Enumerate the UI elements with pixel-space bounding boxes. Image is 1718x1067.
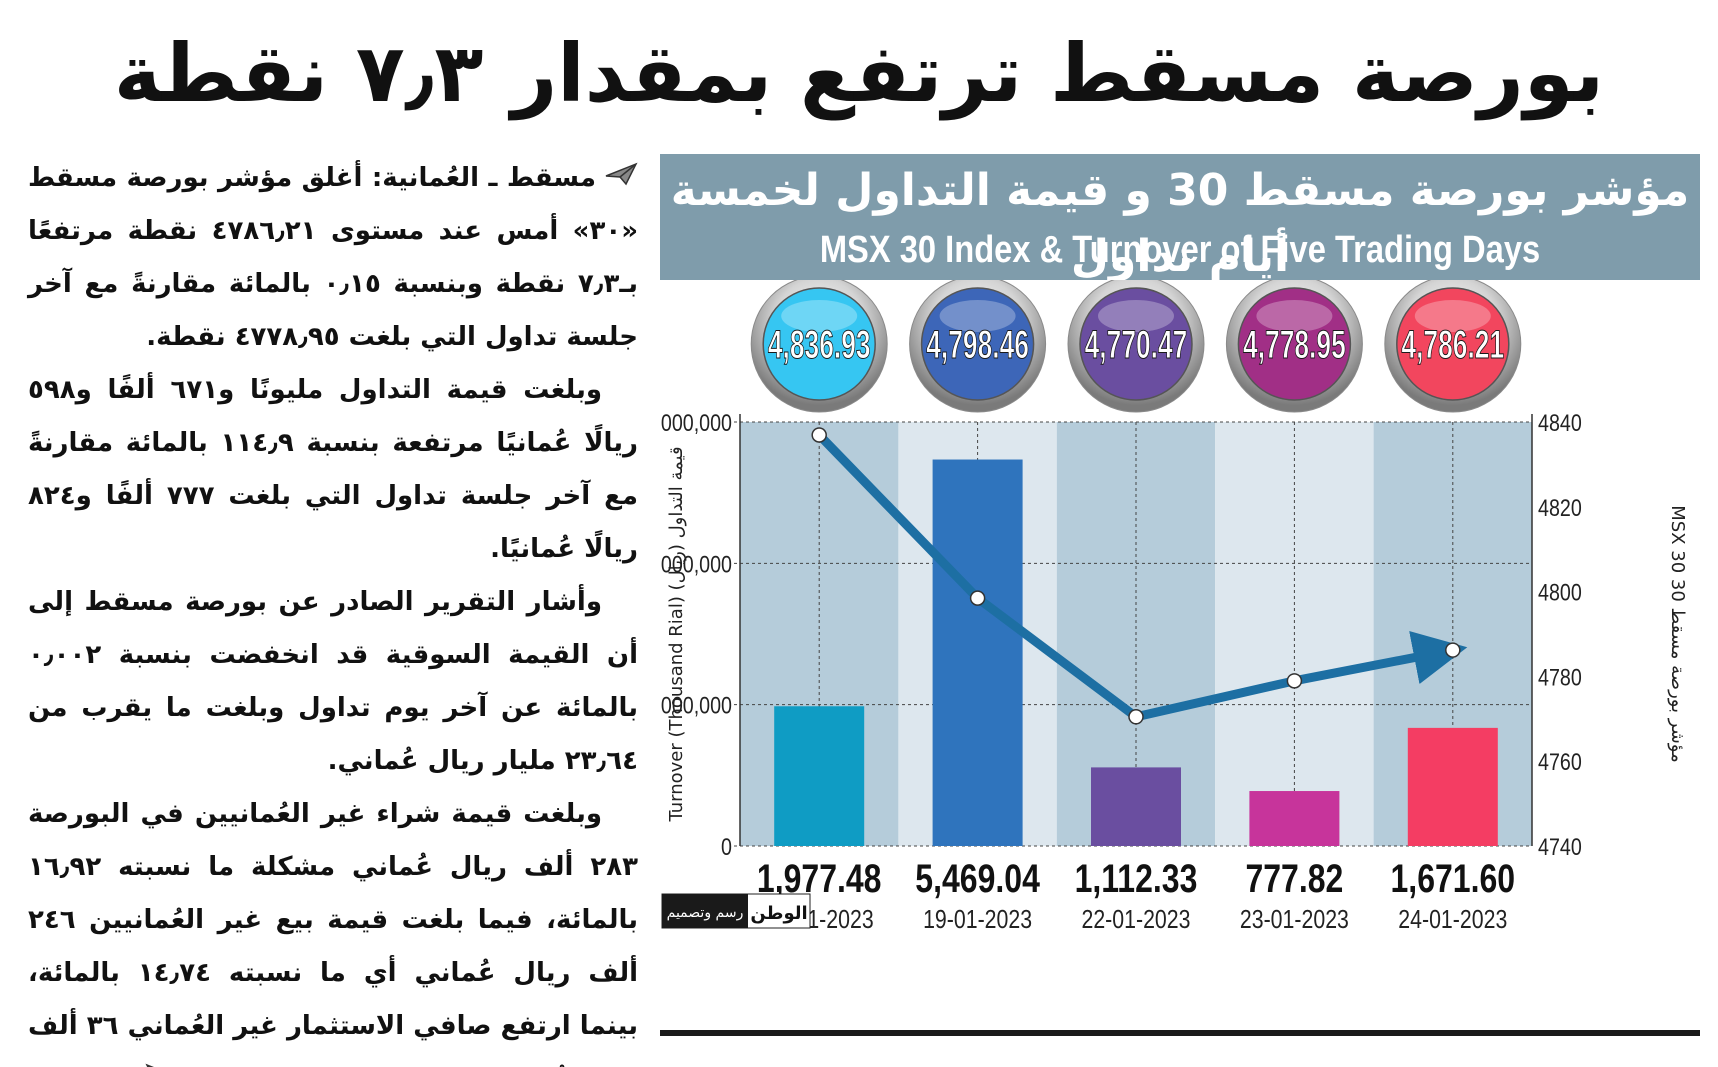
badge-disc <box>920 287 1035 401</box>
badge-value: 4,786.21 <box>1401 323 1504 368</box>
badge-disc <box>1396 287 1510 401</box>
badge-value: 4,770.47 <box>1085 323 1188 368</box>
turnover-bar <box>1091 767 1181 846</box>
credit-text: رسم وتصميم <box>667 905 744 921</box>
article-paragraph: مسقط ـ العُمانية: أغلق مؤشر بورصة مسقط «… <box>28 152 638 364</box>
index-badge: 4,836.93 <box>750 280 888 413</box>
right-tick-label: 4820 <box>1538 494 1582 521</box>
index-point <box>969 590 986 606</box>
turnover-value-label: 1,671.60 <box>1391 856 1516 901</box>
turnover-value-label: 5,469.04 <box>915 856 1040 901</box>
left-axis-title: Turnover (Thousand Rial) قيمة التداول (ر… <box>666 446 687 822</box>
right-axis-title: MSX 30 مؤشر بورصة مسقط 30 <box>1667 505 1688 763</box>
index-badge: 4,786.21 <box>1384 280 1522 413</box>
credit-text-bg <box>662 894 748 928</box>
right-tick-label: 4800 <box>1538 579 1582 606</box>
badge-disc <box>1079 287 1193 401</box>
index-point <box>1286 673 1303 689</box>
date-label: 19-01-2023 <box>923 905 1032 935</box>
badge-value: 4,798.46 <box>926 323 1029 368</box>
turnover-bar <box>932 459 1023 846</box>
date-label: 22-01-2023 <box>1081 905 1190 935</box>
left-tick-label: 6,000,000 <box>660 409 732 436</box>
right-tick-label: 4740 <box>1538 833 1582 860</box>
badge-gloss <box>1414 300 1491 332</box>
left-tick-label: 0 <box>721 833 732 860</box>
index-badge: 4,798.46 <box>909 280 1047 413</box>
infographic-title-band: مؤشر بورصة مسقط 30 و قيمة التداول لخمسة … <box>660 154 1700 282</box>
left-tick-label: 4,000,000 <box>660 550 732 577</box>
index-point <box>1445 642 1461 658</box>
article-paragraph: وبلغت قيمة شراء غير العُمانيين في البورص… <box>28 788 638 1067</box>
bottom-rule <box>660 1030 1700 1036</box>
infographic-title-arabic: مؤشر بورصة مسقط 30 و قيمة التداول لخمسة … <box>670 165 1690 282</box>
index-badge: 4,770.47 <box>1067 280 1205 413</box>
turnover-bar <box>1407 727 1498 846</box>
badge-gloss <box>1098 300 1174 332</box>
index-badge: 4,778.95 <box>1225 280 1363 413</box>
article-body: مسقط ـ العُمانية: أغلق مؤشر بورصة مسقط «… <box>28 152 639 1067</box>
turnover-value-label: 1,112.33 <box>1075 856 1198 901</box>
left-tick-label: 2,000,000 <box>660 692 732 719</box>
turnover-bar <box>774 706 865 846</box>
infographic: مؤشر بورصة مسقط 30 و قيمة التداول لخمسة … <box>660 154 1700 1044</box>
badge-gloss <box>781 300 858 332</box>
index-point <box>1128 709 1144 725</box>
right-tick-label: 4780 <box>1538 664 1582 691</box>
date-label: 23-01-2023 <box>1240 905 1349 935</box>
turnover-bar <box>1249 791 1340 846</box>
index-point <box>811 427 827 443</box>
badge-disc <box>1237 287 1352 401</box>
badge-value: 4,778.95 <box>1243 323 1346 368</box>
turnover-value-label: 777.82 <box>1245 856 1343 901</box>
article-paragraph: وأشار التقرير الصادر عن بورصة مسقط إلى أ… <box>28 587 638 776</box>
date-label: 24-01-2023 <box>1398 905 1507 935</box>
right-tick-label: 4840 <box>1538 409 1582 436</box>
badge-value: 4,836.93 <box>768 323 871 368</box>
badge-gloss <box>939 300 1016 332</box>
article-paragraph: وبلغت قيمة التداول مليونًا و٦٧١ ألفًا و٥… <box>28 375 639 564</box>
badge-disc <box>762 287 876 401</box>
paper-plane-icon <box>604 152 638 205</box>
credit-logo: الوطن <box>750 903 807 924</box>
turnover-value-label: 1,977.48 <box>757 856 882 901</box>
headline: بورصة مسقط ترتفع بمقدار ٧٫٣ نقطة <box>113 27 1605 120</box>
right-tick-label: 4760 <box>1538 748 1582 775</box>
paper-plane-icon <box>145 1053 215 1067</box>
msx-chart: 6,000,000 4,000,000 2,000,000 0 4840 4820 4800… <box>660 280 1688 935</box>
infographic-title-english: MSX 30 Index & Turnover of Five Trading … <box>819 229 1541 271</box>
badge-gloss <box>1256 300 1333 332</box>
